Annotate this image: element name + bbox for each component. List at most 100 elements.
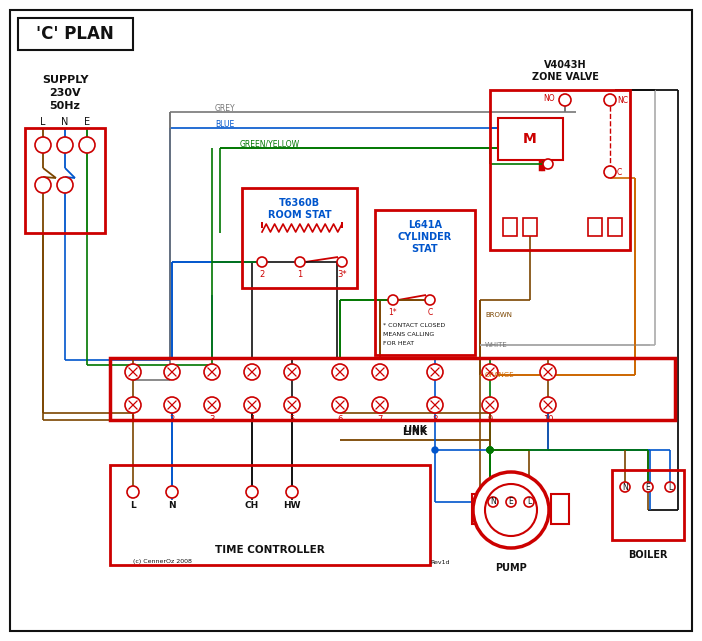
Text: L: L <box>527 497 531 506</box>
Circle shape <box>125 364 141 380</box>
Circle shape <box>164 397 180 413</box>
Text: * CONTACT CLOSED: * CONTACT CLOSED <box>383 322 445 328</box>
Text: LINK: LINK <box>403 426 427 435</box>
Text: N: N <box>622 483 628 492</box>
Text: CYLINDER: CYLINDER <box>398 232 452 242</box>
Text: GREEN/YELLOW: GREEN/YELLOW <box>240 140 300 149</box>
Bar <box>498 118 563 160</box>
Bar <box>503 218 517 236</box>
Text: L: L <box>668 483 672 492</box>
Circle shape <box>643 482 653 492</box>
Text: BROWN: BROWN <box>485 312 512 318</box>
Circle shape <box>506 497 516 507</box>
Circle shape <box>127 486 139 498</box>
Text: CH: CH <box>245 501 259 510</box>
Text: FOR HEAT: FOR HEAT <box>383 340 414 345</box>
Text: 3*: 3* <box>337 269 347 278</box>
Text: 1: 1 <box>131 415 135 424</box>
Text: E: E <box>646 483 650 492</box>
Text: M: M <box>523 132 537 146</box>
Text: ORANGE: ORANGE <box>485 372 515 378</box>
Text: BLUE: BLUE <box>215 119 234 128</box>
Text: (c) CennerOz 2008: (c) CennerOz 2008 <box>133 560 192 565</box>
Circle shape <box>432 447 438 453</box>
Circle shape <box>473 472 549 548</box>
Text: TIME CONTROLLER: TIME CONTROLLER <box>215 545 325 555</box>
Circle shape <box>35 177 51 193</box>
Text: WHITE: WHITE <box>485 342 508 348</box>
Text: HW: HW <box>283 501 300 510</box>
Circle shape <box>427 364 443 380</box>
Text: C: C <box>428 308 432 317</box>
Text: 2: 2 <box>169 415 175 424</box>
Circle shape <box>488 497 498 507</box>
Bar <box>375 210 475 355</box>
Text: L: L <box>130 501 136 510</box>
Circle shape <box>164 364 180 380</box>
Circle shape <box>482 364 498 380</box>
Circle shape <box>524 497 534 507</box>
Circle shape <box>284 397 300 413</box>
Text: ROOM STAT: ROOM STAT <box>267 210 331 220</box>
Circle shape <box>35 137 51 153</box>
Text: ZONE VALVE: ZONE VALVE <box>531 72 598 82</box>
Circle shape <box>79 137 95 153</box>
Bar <box>25 128 105 233</box>
Text: NC: NC <box>617 96 628 104</box>
Circle shape <box>604 166 616 178</box>
Text: 9: 9 <box>487 415 493 424</box>
Circle shape <box>57 177 73 193</box>
Circle shape <box>540 364 556 380</box>
Text: GREY: GREY <box>215 103 236 113</box>
Text: BOILER: BOILER <box>628 550 668 560</box>
Text: 230V: 230V <box>49 88 81 98</box>
Text: E: E <box>509 497 513 506</box>
Bar <box>608 218 622 236</box>
Circle shape <box>388 295 398 305</box>
Text: 6: 6 <box>338 415 343 424</box>
Circle shape <box>487 447 493 453</box>
Text: MEANS CALLING: MEANS CALLING <box>383 331 435 337</box>
Circle shape <box>295 257 305 267</box>
Circle shape <box>540 397 556 413</box>
Text: 10: 10 <box>543 415 553 424</box>
Bar <box>110 358 675 420</box>
Text: L641A: L641A <box>408 220 442 230</box>
Text: SUPPLY: SUPPLY <box>41 75 88 85</box>
Bar <box>18 18 133 50</box>
Bar <box>523 218 537 236</box>
Circle shape <box>372 364 388 380</box>
Bar <box>612 470 684 540</box>
Circle shape <box>482 397 498 413</box>
Circle shape <box>665 482 675 492</box>
Text: LINK: LINK <box>402 427 428 437</box>
Text: 7: 7 <box>377 415 383 424</box>
Circle shape <box>485 484 537 536</box>
Text: V4043H: V4043H <box>543 60 586 70</box>
Circle shape <box>166 486 178 498</box>
Text: 50Hz: 50Hz <box>50 101 81 111</box>
Circle shape <box>604 94 616 106</box>
Circle shape <box>332 397 348 413</box>
Text: 1: 1 <box>298 269 303 278</box>
Circle shape <box>543 159 553 169</box>
Text: T6360B: T6360B <box>279 198 320 208</box>
Text: 3: 3 <box>209 415 215 424</box>
Circle shape <box>125 397 141 413</box>
Text: STAT: STAT <box>411 244 438 254</box>
Text: N: N <box>61 117 69 127</box>
Bar <box>490 90 630 250</box>
Text: Rev1d: Rev1d <box>430 560 449 565</box>
Text: L: L <box>40 117 46 127</box>
Text: N: N <box>168 501 176 510</box>
Circle shape <box>487 447 493 453</box>
Text: 1*: 1* <box>389 308 397 317</box>
Circle shape <box>337 257 347 267</box>
Circle shape <box>332 364 348 380</box>
Bar <box>551 494 569 524</box>
Circle shape <box>286 486 298 498</box>
Text: 4: 4 <box>249 415 255 424</box>
Circle shape <box>487 447 493 453</box>
Text: 2: 2 <box>259 269 265 278</box>
Circle shape <box>559 94 571 106</box>
